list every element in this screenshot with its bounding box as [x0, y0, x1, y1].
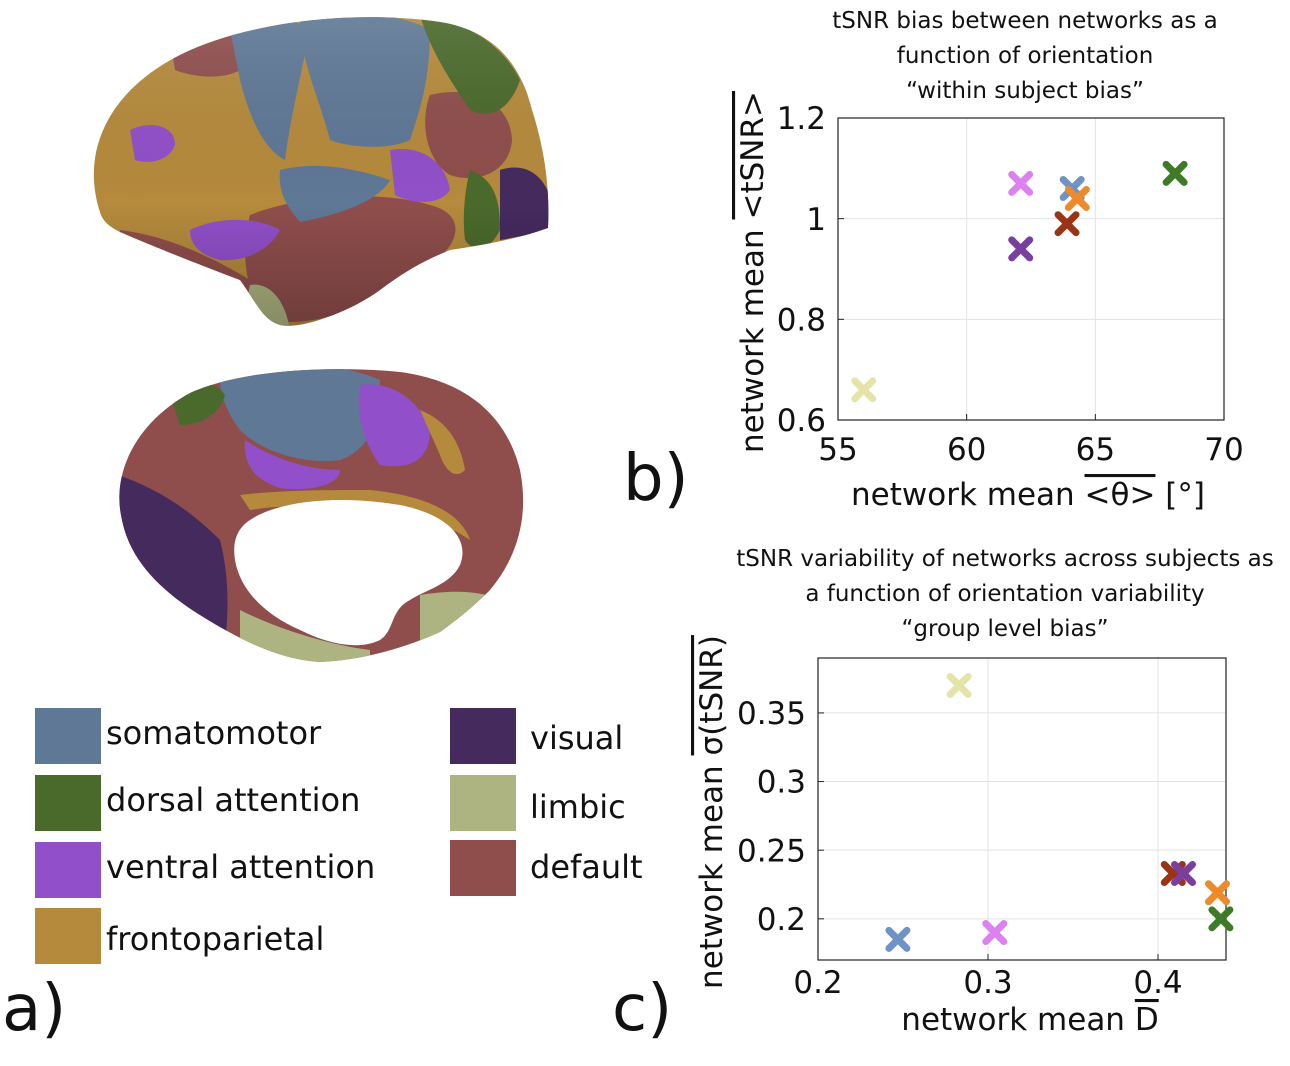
chart-c-xlabel-prefix: network mean	[901, 1002, 1135, 1038]
panel-label-a: a)	[2, 972, 67, 1046]
chart-c-ylabel-overlined: σ(tSNR)	[694, 635, 730, 755]
legend-swatch-ventral-attention	[35, 842, 101, 898]
chart-b-xlabel-suffix: [°]	[1155, 477, 1205, 513]
chart-c-ytick-label-2: 0.3	[757, 765, 806, 801]
chart-b-point-limbic	[851, 377, 877, 403]
legend-label-somatomotor: somatomotor	[106, 714, 322, 752]
chart-b-xtick-label-1: 60	[947, 432, 986, 468]
chart-c-xtick-label-0: 0.2	[793, 965, 842, 1001]
chart-b-ylabel-prefix: network mean	[735, 220, 771, 454]
legend-swatch-somatomotor	[35, 708, 101, 764]
chart-c-point-ventral-attention	[982, 920, 1008, 946]
chart-b-point-default-stroke-b	[1054, 211, 1080, 237]
chart-c-title-line-3: “group level bias”	[901, 616, 1109, 642]
legend-swatch-default	[450, 840, 516, 896]
chart-b-ytick-label-2: 1	[806, 202, 826, 238]
chart-b-point-frontoparietal-stroke-b	[1064, 186, 1090, 212]
chart-c-xlabel-overlined: D	[1135, 1002, 1159, 1038]
legend-label-frontoparietal: frontoparietal	[106, 920, 325, 958]
legend-label-limbic: limbic	[530, 788, 626, 826]
lateral-surface	[93, 17, 549, 326]
chart-b-point-default	[1054, 211, 1080, 237]
chart-c-point-dorsal-attention	[1208, 906, 1234, 932]
chart-b-point-visual	[1008, 236, 1034, 262]
chart-b-point-ventral-attention	[1008, 170, 1034, 196]
chart-c-ylabel: network mean σ(tSNR)	[694, 635, 730, 989]
chart-c-point-ventral-attention-stroke-b	[982, 920, 1008, 946]
legend-label-default: default	[530, 848, 643, 886]
chart-b-xlabel: network mean <θ> [°]	[851, 477, 1205, 513]
chart-b-xlabel-overlined: <θ>	[1085, 477, 1156, 513]
brain-surface-figure	[93, 17, 549, 662]
chart-b-point-dorsal-attention	[1162, 160, 1188, 186]
chart-b-point-limbic-stroke-b	[851, 377, 877, 403]
chart-b-ylabel-overlined: <tSNR>	[735, 91, 771, 220]
panel-label-b: b)	[623, 442, 689, 516]
chart-c-point-frontoparietal	[1205, 880, 1230, 906]
chart-b-title-line-1: tSNR bias between networks as a	[832, 8, 1218, 34]
chart-c-ytick-label-0: 0.2	[757, 902, 806, 938]
chart-b-xtick-label-3: 70	[1204, 432, 1243, 468]
chart-c-point-limbic-stroke-b	[946, 672, 972, 698]
chart-b-title-line-3: “within subject bias”	[906, 78, 1144, 104]
chart-c-ytick-label-3: 0.35	[737, 696, 806, 732]
legend-swatch-dorsal-attention	[35, 775, 101, 831]
chart-b-point-frontoparietal	[1064, 186, 1090, 212]
chart-c-ylabel-prefix: network mean	[694, 755, 730, 989]
chart-b-ytick-label-0: 0.6	[777, 403, 826, 439]
chart-b-point-ventral-attention-stroke-b	[1008, 170, 1034, 196]
chart-c-title-line-1: tSNR variability of networks across subj…	[736, 546, 1274, 572]
chart-c-ytick-label-1: 0.25	[737, 833, 806, 869]
chart-c-xtick-label-2: 0.4	[1133, 965, 1182, 1001]
chart-b-xtick-label-0: 55	[818, 432, 857, 468]
chart-b-point-dorsal-attention-stroke-b	[1162, 160, 1188, 186]
chart-c-point-visual	[1171, 861, 1196, 887]
legend-swatch-limbic	[450, 775, 516, 831]
chart-c-point-somatomotor	[885, 926, 911, 952]
chart-c-point-somatomotor-stroke-b	[885, 926, 911, 952]
legend-label-dorsal-attention: dorsal attention	[106, 781, 361, 819]
chart-c-point-limbic	[946, 672, 972, 698]
chart-b-point-visual-stroke-b	[1008, 236, 1034, 262]
chart-b-xlabel-prefix: network mean	[851, 477, 1085, 513]
legend-label-ventral-attention: ventral attention	[106, 848, 376, 886]
chart-c-title-line-2: a function of orientation variability	[805, 581, 1205, 607]
chart-b-ytick-label-3: 1.2	[777, 101, 826, 137]
chart-c-point-frontoparietal-stroke-b	[1205, 880, 1230, 906]
legend-swatch-frontoparietal	[35, 908, 101, 964]
chart-c-axes-frame	[817, 657, 1227, 961]
chart-b-ytick-label-1: 0.8	[777, 302, 826, 338]
chart-b-xtick-label-2: 65	[1076, 432, 1115, 468]
legend-swatch-visual	[450, 708, 516, 764]
panel-label-c: c)	[612, 972, 673, 1046]
chart-c-title: tSNR variability of networks across subj…	[720, 542, 1290, 647]
chart-c-point-visual-stroke-b	[1171, 861, 1196, 887]
chart-c-xtick-label-1: 0.3	[963, 965, 1012, 1001]
chart-c-point-dorsal-attention-stroke-b	[1208, 906, 1234, 932]
chart-c-xlabel: network mean D	[901, 1002, 1158, 1038]
chart-b-axes-frame	[837, 117, 1225, 421]
chart-b-title-line-2: function of orientation	[896, 43, 1154, 69]
chart-b-ylabel: network mean <tSNR>	[735, 91, 771, 453]
chart-b-title: tSNR bias between networks as a function…	[730, 4, 1290, 109]
legend-label-visual: visual	[530, 719, 624, 757]
